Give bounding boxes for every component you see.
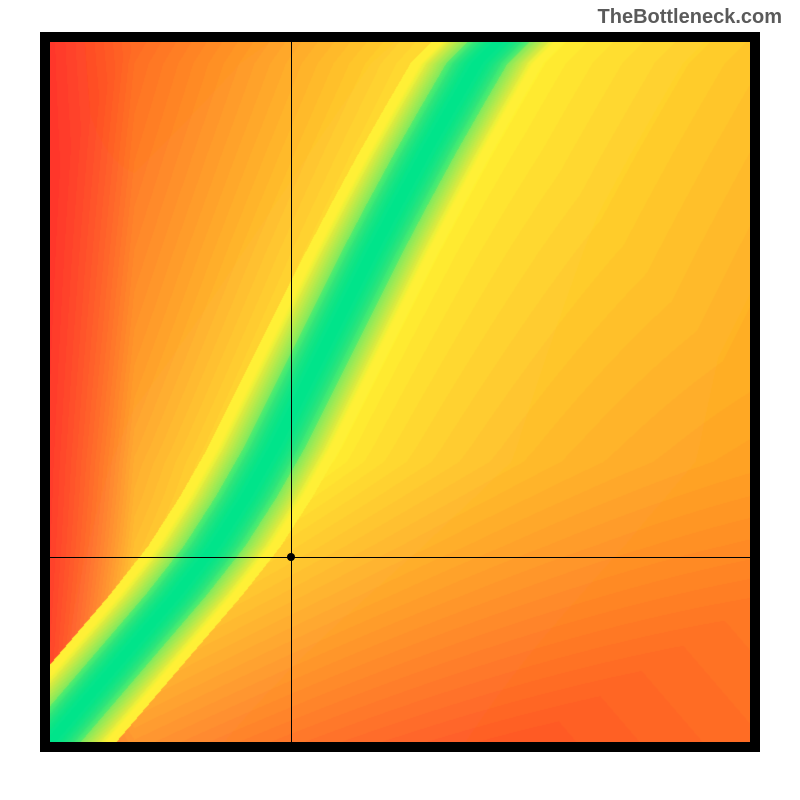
watermark-text: TheBottleneck.com [598,6,782,29]
marker-dot [287,553,295,561]
crosshair-vertical [291,42,292,742]
heatmap-canvas [50,42,750,742]
crosshair-horizontal [50,557,750,558]
plot-area [50,42,750,742]
chart-frame [40,32,760,752]
